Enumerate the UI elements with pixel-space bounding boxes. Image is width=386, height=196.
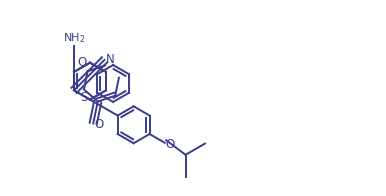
Text: O: O xyxy=(95,118,104,131)
Text: O: O xyxy=(78,56,87,69)
Text: N: N xyxy=(106,53,115,66)
Text: NH$_2$: NH$_2$ xyxy=(63,31,85,45)
Text: O: O xyxy=(166,138,175,151)
Text: S: S xyxy=(80,92,88,104)
